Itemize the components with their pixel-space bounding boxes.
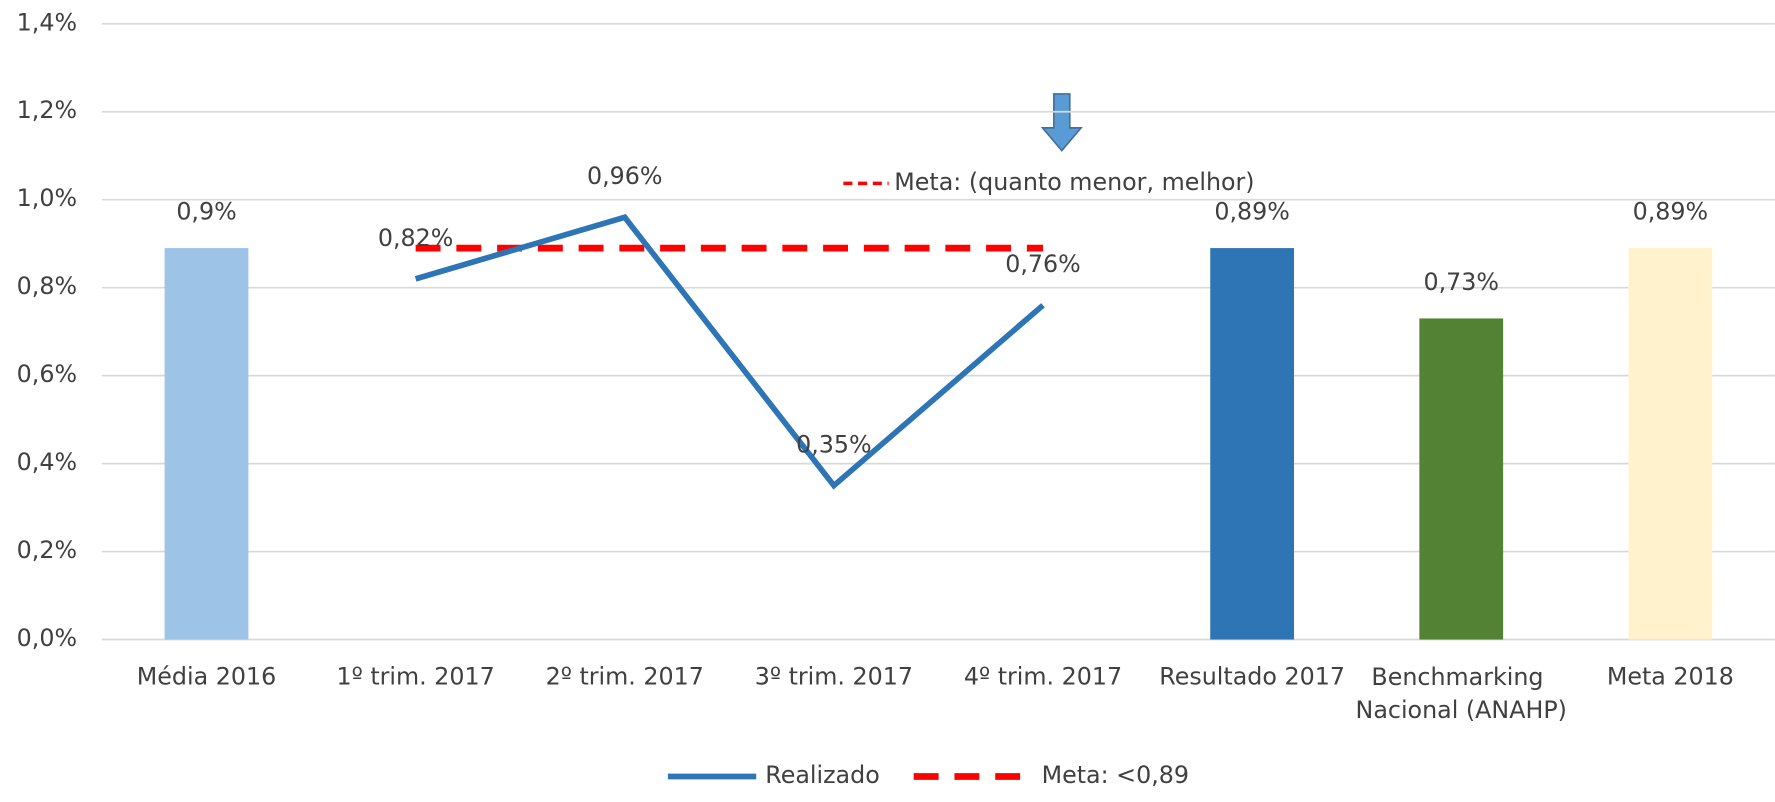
y-tick-label: 0,0% <box>17 624 77 652</box>
annotation: Meta: (quanto menor, melhor) <box>894 168 1254 196</box>
data-label: 0,82% <box>378 224 453 252</box>
x-tick-label: Resultado 2017 <box>1159 663 1345 691</box>
x-tick-label: Média 2016 <box>137 663 276 691</box>
x-tick-label: Meta 2018 <box>1607 663 1734 691</box>
x-tick-label: 3º trim. 2017 <box>755 663 913 691</box>
arrow-icon <box>1040 93 1083 152</box>
bar <box>1628 248 1713 640</box>
x-tick-label: 2º trim. 2017 <box>546 663 704 691</box>
x-tick-label: 1º trim. 2017 <box>336 663 494 691</box>
data-label: 0,76% <box>1005 250 1081 278</box>
y-tick-label: 0,2% <box>17 536 77 564</box>
data-label: 0,73% <box>1423 268 1499 296</box>
y-tick-label: 0,4% <box>17 448 77 476</box>
data-label: 0,89% <box>1633 197 1709 225</box>
y-tick-label: 0,8% <box>17 272 77 300</box>
y-tick-label: 1,2% <box>17 96 77 124</box>
x-tick-label-line: Benchmarking <box>1371 663 1551 691</box>
x-tick-label: 4º trim. 2017 <box>964 663 1122 691</box>
y-tick-label: 0,6% <box>17 360 77 388</box>
line <box>414 214 1045 490</box>
x-tick-label: Benchmarking Nacional (ANAHP) <box>1356 663 1567 724</box>
data-label: 0,9% <box>176 197 236 225</box>
legend-label: Meta: <0,89 <box>1042 761 1189 789</box>
y-tick-label: 1,4% <box>17 8 77 36</box>
y-tick-label: 1,0% <box>17 184 77 212</box>
bar <box>1419 318 1504 640</box>
x-tick-label-line: Nacional (ANAHP) <box>1356 695 1567 723</box>
data-label: 0,89% <box>1214 197 1290 225</box>
bar <box>1210 248 1294 640</box>
data-label: 0,96% <box>587 162 663 190</box>
bar <box>164 248 249 640</box>
legend-label: Realizado <box>765 761 880 789</box>
data-label: 0,35% <box>796 430 872 458</box>
